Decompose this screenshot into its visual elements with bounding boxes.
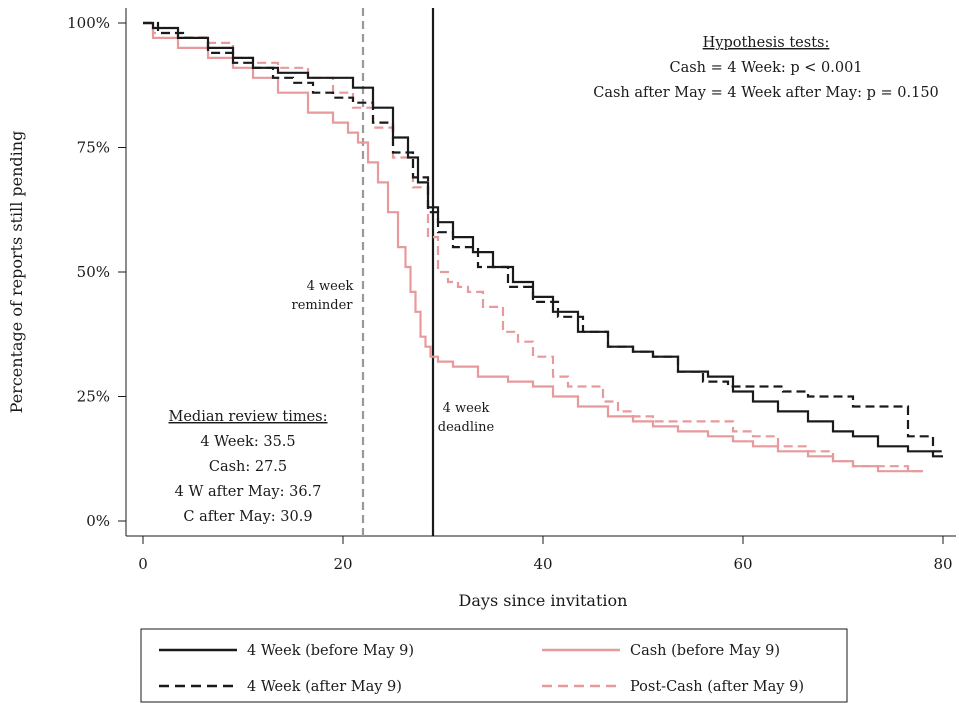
x-ticks: 0 20 40 60 80 <box>138 536 953 573</box>
median-line-1: 4 Week: 35.5 <box>200 434 295 450</box>
y-tick-label: 50% <box>77 263 110 281</box>
reminder-label-line2: reminder <box>292 298 354 313</box>
hypothesis-line-1: Cash = 4 Week: p < 0.001 <box>669 60 862 76</box>
series-postcash-after <box>143 21 923 473</box>
median-line-4: C after May: 30.9 <box>183 509 312 525</box>
reminder-label-line1: 4 week <box>307 279 354 294</box>
series-4week-before <box>143 21 943 458</box>
y-axis-title: Percentage of reports still pending <box>7 131 26 414</box>
y-tick-label: 75% <box>77 139 110 157</box>
y-tick-label: 25% <box>77 388 110 406</box>
median-line-3: 4 W after May: 36.7 <box>175 484 322 500</box>
hypothesis-line-2: Cash after May = 4 Week after May: p = 0… <box>593 85 939 101</box>
y-tick-label: 0% <box>86 512 110 530</box>
series-cash-before <box>143 21 923 473</box>
median-line-2: Cash: 27.5 <box>209 459 287 475</box>
y-tick-label: 100% <box>67 14 110 32</box>
x-tick-label: 0 <box>138 555 148 573</box>
hypothesis-tests: Hypothesis tests: Cash = 4 Week: p < 0.0… <box>593 35 939 101</box>
median-heading: Median review times: <box>168 409 327 425</box>
deadline-label-line2: deadline <box>438 420 495 435</box>
deadline-label-line1: 4 week <box>443 401 490 416</box>
legend-box <box>140 628 848 703</box>
median-review-times: Median review times: 4 Week: 35.5 Cash: … <box>168 409 327 525</box>
legend: 4 Week (before May 9) 4 Week (after May … <box>140 628 848 703</box>
x-tick-label: 40 <box>533 555 552 573</box>
hypothesis-heading: Hypothesis tests: <box>703 35 830 51</box>
y-ticks: 0% 25% 50% 75% 100% <box>67 14 126 530</box>
legend-label-4week-after: 4 Week (after May 9) <box>247 679 402 695</box>
legend-label-4week-before: 4 Week (before May 9) <box>247 643 414 659</box>
reference-lines <box>361 8 435 536</box>
legend-label-postcash-after: Post-Cash (after May 9) <box>630 679 804 695</box>
legend-label-cash-before: Cash (before May 9) <box>630 643 780 659</box>
x-tick-label: 20 <box>333 555 352 573</box>
x-tick-label: 80 <box>933 555 952 573</box>
x-axis-title: Days since invitation <box>459 591 628 610</box>
x-tick-label: 60 <box>733 555 752 573</box>
series-layer <box>143 21 943 473</box>
